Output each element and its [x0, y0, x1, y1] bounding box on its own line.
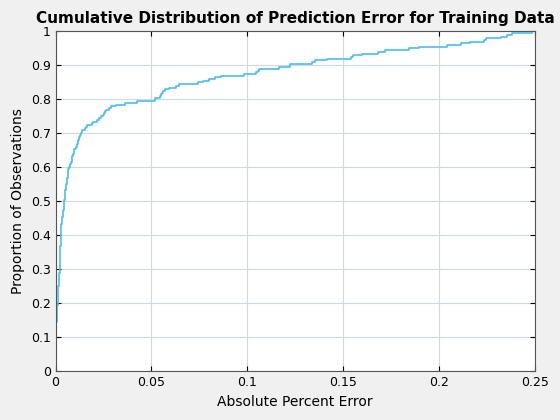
- Title: Cumulative Distribution of Prediction Error for Training Data: Cumulative Distribution of Prediction Er…: [36, 11, 554, 26]
- Y-axis label: Proportion of Observations: Proportion of Observations: [11, 108, 25, 294]
- X-axis label: Absolute Percent Error: Absolute Percent Error: [217, 395, 373, 409]
